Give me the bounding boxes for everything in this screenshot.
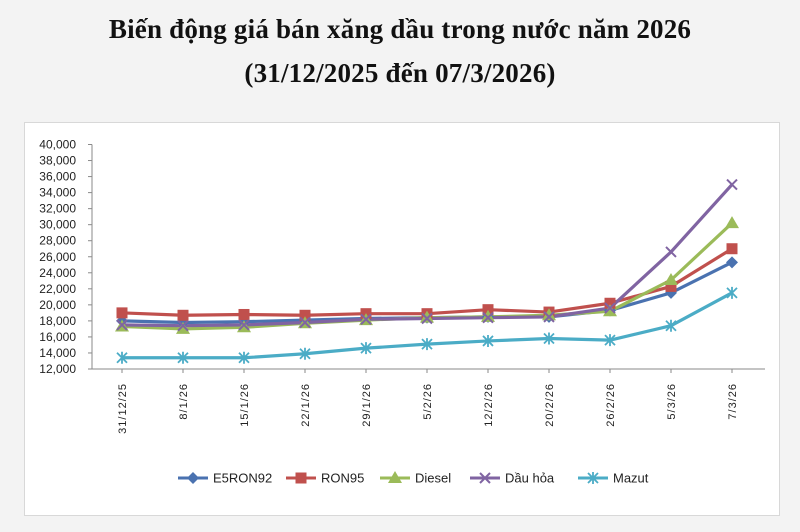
data-point-d-u-h-a <box>482 311 494 324</box>
legend-marker-d-u-h-a <box>479 472 491 484</box>
legend-marker-diesel <box>388 471 402 483</box>
data-point-ron95 <box>238 308 250 320</box>
data-point-e5ron92 <box>726 256 738 269</box>
y-tick-label: 40,000 <box>39 138 76 152</box>
data-point-d-u-h-a <box>299 316 311 329</box>
x-tick-label: 8/1/26 <box>178 383 190 420</box>
data-point-mazut <box>177 351 189 364</box>
data-point-d-u-h-a <box>116 319 128 331</box>
y-tick-label: 20,000 <box>39 298 76 312</box>
legend-marker-ron95 <box>295 472 307 484</box>
y-tick-label: 32,000 <box>39 202 76 216</box>
x-tick-label: 5/3/26 <box>666 383 678 420</box>
data-point-d-u-h-a <box>360 313 372 325</box>
chart-subtitle: (31/12/2025 đến 07/3/2026) <box>244 58 556 88</box>
y-tick-label: 36,000 <box>39 170 76 184</box>
data-point-d-u-h-a <box>726 178 738 191</box>
legend-label-ron95: RON95 <box>321 471 364 486</box>
data-point-mazut <box>604 334 616 347</box>
data-point-mazut <box>421 338 433 351</box>
y-tick-label: 24,000 <box>39 266 76 280</box>
data-point-mazut <box>482 334 494 347</box>
series-lines <box>121 183 734 360</box>
y-tick-label: 22,000 <box>39 282 76 296</box>
x-tick-label: 31/12/25 <box>117 383 129 434</box>
data-point-mazut <box>360 342 372 355</box>
data-point-ron95 <box>665 280 677 292</box>
data-point-ron95 <box>299 309 311 321</box>
y-tick-label: 38,000 <box>39 154 76 168</box>
y-tick-label: 18,000 <box>39 314 76 328</box>
data-point-ron95 <box>177 309 189 321</box>
x-axis-labels: 31/12/25 8/1/26 15/1/26 22/1/26 29/1/26 5/2/2… <box>117 383 739 434</box>
x-tick-label: 26/2/26 <box>605 383 617 427</box>
y-tick-label: 34,000 <box>39 186 76 200</box>
data-point-mazut <box>238 351 250 364</box>
x-tick-label: 5/2/26 <box>422 383 434 420</box>
y-tick-label: 12,000 <box>39 362 76 376</box>
data-point-diesel <box>420 310 434 323</box>
legend-label-mazut: Mazut <box>613 471 649 486</box>
data-point-diesel <box>664 273 678 286</box>
legend-label-e5ron92: E5RON92 <box>213 471 272 486</box>
data-point-d-u-h-a <box>177 319 189 332</box>
data-point-diesel <box>603 304 617 317</box>
legend-label-diesel: Diesel <box>415 471 451 486</box>
x-tick-label: 12/2/26 <box>483 383 495 427</box>
chart-axes <box>88 144 765 373</box>
data-point-d-u-h-a <box>421 312 433 325</box>
series-line-d-u-h-a <box>121 183 734 328</box>
y-tick-label: 16,000 <box>39 330 76 344</box>
data-point-diesel <box>176 321 190 334</box>
data-point-ron95 <box>726 243 738 255</box>
data-point-mazut <box>116 351 128 364</box>
data-point-ron95 <box>604 297 616 309</box>
y-axis-labels: 40,000 38,000 36,000 34,000 32,000 30,000 28,0… <box>39 138 76 377</box>
y-tick-label: 30,000 <box>39 218 76 232</box>
x-tick-label: 15/1/26 <box>239 383 251 427</box>
series-markers <box>115 178 739 364</box>
data-point-mazut <box>543 332 555 345</box>
x-tick-label: 20/2/26 <box>544 383 556 427</box>
y-tick-label: 14,000 <box>39 346 76 360</box>
x-tick-label: 29/1/26 <box>361 383 373 427</box>
data-point-mazut <box>665 319 677 332</box>
chart-title: Biến động giá bán xăng dầu trong nước nă… <box>108 14 692 44</box>
legend-marker-mazut <box>587 472 599 484</box>
legend: E5RON92 RON95 Diesel Dầu hỏa Mazut <box>178 471 649 486</box>
data-point-ron95 <box>482 304 494 316</box>
data-point-d-u-h-a <box>238 319 250 331</box>
y-tick-label: 26,000 <box>39 250 76 264</box>
y-tick-label: 28,000 <box>39 234 76 248</box>
x-tick-label: 22/1/26 <box>300 383 312 427</box>
data-point-d-u-h-a <box>543 311 555 323</box>
data-point-ron95 <box>116 307 128 319</box>
data-point-d-u-h-a <box>604 302 616 314</box>
data-point-mazut <box>726 286 738 299</box>
data-point-diesel <box>481 309 495 322</box>
data-point-diesel <box>725 216 739 229</box>
data-point-diesel <box>542 308 556 321</box>
data-point-mazut <box>299 347 311 360</box>
legend-label-d-u-h-a: Dầu hỏa <box>505 471 555 486</box>
data-point-d-u-h-a <box>665 246 677 258</box>
x-tick-label: 7/3/26 <box>727 383 739 420</box>
legend-marker-e5ron92 <box>187 472 199 484</box>
